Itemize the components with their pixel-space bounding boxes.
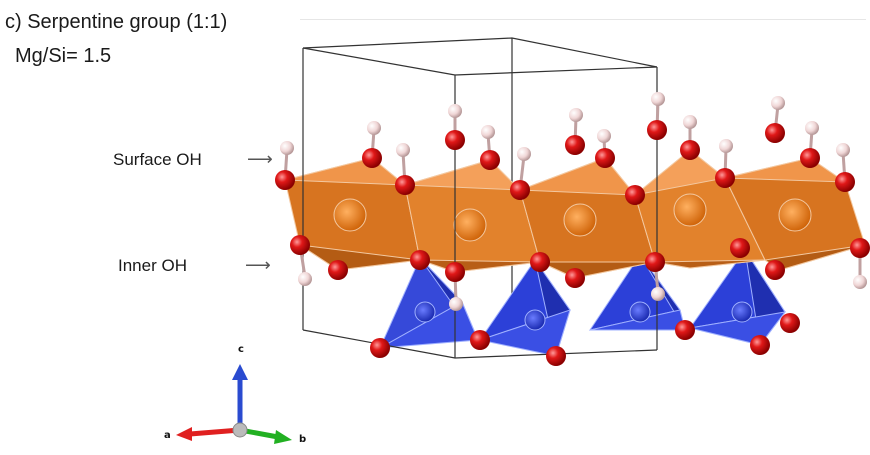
axis-b-label: b (299, 434, 306, 445)
axis-a-shaft (190, 430, 240, 434)
axis-triad (176, 364, 292, 444)
octahedral-sheet (285, 150, 865, 278)
axis-c-arrowhead (232, 364, 248, 380)
axis-c-label: c (238, 344, 244, 355)
axis-a-label: a (164, 430, 171, 441)
axis-b-arrowhead (274, 430, 292, 444)
axis-a-arrowhead (176, 427, 192, 441)
axis-origin (233, 423, 247, 437)
